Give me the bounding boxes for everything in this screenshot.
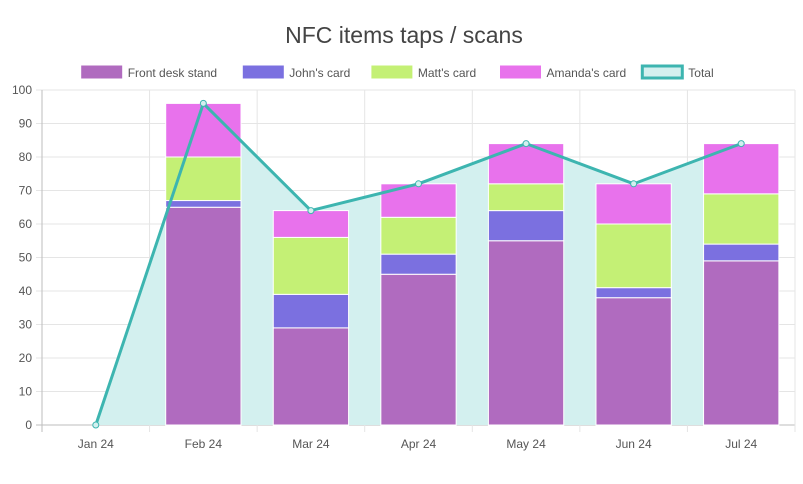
bar-segment (165, 206, 242, 426)
bar-segment (380, 216, 457, 255)
bar-segment (487, 240, 565, 426)
y-tick-label: 0 (25, 418, 32, 432)
legend-swatch (371, 65, 413, 79)
bar-segment (272, 327, 350, 426)
bar-segment (487, 143, 565, 185)
y-tick-label: 90 (19, 117, 33, 131)
chart-title: NFC items taps / scans (285, 22, 523, 48)
legend-label: Total (688, 66, 713, 80)
y-tick-label: 80 (19, 150, 33, 164)
legend-swatch (500, 65, 541, 79)
total-point (630, 180, 638, 188)
bar-segment (703, 243, 780, 262)
bar-segment (595, 183, 672, 225)
y-tick-label: 60 (19, 217, 33, 231)
bars (165, 102, 780, 426)
legend-swatch (81, 65, 123, 79)
bar-segment (272, 236, 350, 295)
bar-segment (272, 210, 350, 238)
bar-segment (595, 223, 672, 289)
bar-segment (703, 193, 780, 245)
bar-segment (380, 273, 457, 426)
y-tick-label: 40 (19, 284, 33, 298)
bar-segment (595, 287, 672, 299)
y-tick-label: 50 (19, 251, 33, 265)
x-tick-label: Jan 24 (78, 437, 114, 451)
bar-segment (487, 210, 565, 242)
total-point (92, 421, 100, 429)
y-tick-label: 30 (19, 318, 33, 332)
y-tick-label: 70 (19, 184, 33, 198)
bar-segment (703, 260, 780, 426)
bar-segment (487, 183, 565, 212)
total-point (737, 140, 745, 148)
legend-swatch (242, 65, 284, 79)
x-tick-label: Jun 24 (616, 437, 652, 451)
bar-segment (703, 143, 780, 195)
y-tick-label: 20 (19, 351, 33, 365)
legend-label: Amanda's card (547, 66, 627, 80)
axes: 0 10 20 30 40 50 60 70 80 90 100 Jan 24 Feb 24 Mar 24… (12, 83, 758, 451)
legend: Front desk stand John's card Matt's card Am… (81, 64, 714, 80)
total-point (307, 207, 315, 215)
x-tick-label: Mar 24 (292, 437, 330, 451)
x-tick-label: May 24 (506, 437, 546, 451)
legend-label: John's card (289, 66, 350, 80)
bar-segment (595, 297, 672, 426)
total-point (522, 140, 530, 148)
x-tick-label: Jul 24 (725, 437, 757, 451)
legend-swatch (640, 64, 684, 80)
bar-segment (380, 253, 457, 275)
x-tick-label: Apr 24 (401, 437, 437, 451)
bar-segment (165, 200, 242, 208)
y-tick-label: 100 (12, 83, 32, 97)
y-tick-label: 10 (19, 385, 33, 399)
total-point (415, 180, 422, 188)
total-line (92, 99, 745, 429)
legend-label: Front desk stand (128, 66, 217, 80)
total-point (199, 99, 207, 107)
x-tick-label: Feb 24 (185, 437, 223, 451)
legend-label: Matt's card (418, 66, 476, 80)
bar-segment (272, 293, 350, 329)
